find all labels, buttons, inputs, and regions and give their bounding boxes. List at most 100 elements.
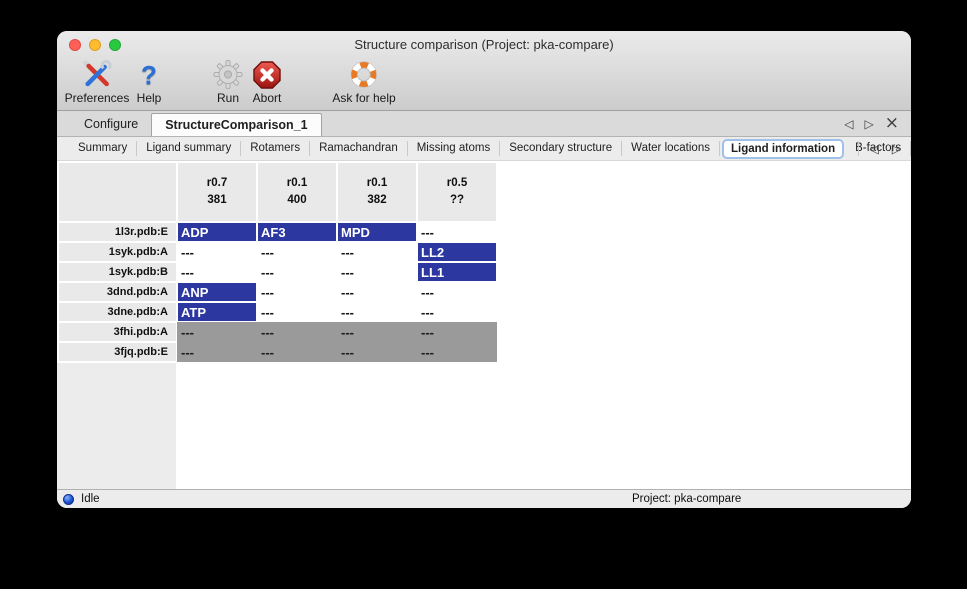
toolbar-label: Ask for help	[332, 91, 396, 105]
ligand-cell[interactable]: MPD	[338, 223, 416, 241]
row-header-1syk-pdb-a[interactable]: 1syk.pdb:A	[59, 243, 176, 261]
window-chrome: Structure comparison (Project: pka-compa…	[57, 31, 911, 111]
ligand-cell[interactable]: ---	[258, 263, 336, 281]
ligand-cell[interactable]: ATP	[178, 303, 256, 321]
gear-icon	[213, 59, 244, 90]
toolbar: Preferences? Help Run Abort Ask for help	[57, 58, 911, 110]
subtab-rotamers[interactable]: Rotamers	[241, 141, 311, 156]
ligand-cell[interactable]: LL2	[418, 243, 496, 261]
ligand-cell[interactable]: AF3	[258, 223, 336, 241]
title-bar[interactable]: Structure comparison (Project: pka-compa…	[57, 31, 911, 58]
traffic-lights	[69, 39, 121, 51]
subtab-secondary-structure[interactable]: Secondary structure	[500, 141, 623, 156]
toolbar-preferences-button[interactable]: Preferences	[64, 59, 130, 105]
lifebuoy-icon	[349, 59, 380, 90]
tab-nav: ◁ ▷ ×	[844, 111, 899, 136]
tab-prev-icon[interactable]: ◁	[844, 116, 854, 131]
ligand-cell[interactable]: ---	[338, 263, 416, 281]
subtab-b-factors[interactable]: B-factors	[846, 141, 911, 156]
ligand-cell[interactable]: ADP	[178, 223, 256, 241]
tab-next-icon[interactable]: ▷	[864, 116, 874, 131]
table-header-row: r0.7 381 r0.1 400 r0.1 382 r0.5??	[59, 163, 496, 221]
app-window: Structure comparison (Project: pka-compa…	[57, 31, 911, 508]
subtab-ligand-information[interactable]: Ligand information	[721, 138, 845, 159]
table-row: 1syk.pdb:A --- --- --- LL2	[59, 243, 496, 261]
status-indicator-icon	[63, 493, 74, 505]
ligand-cell[interactable]: ---	[177, 322, 257, 342]
ligand-cell[interactable]: ---	[177, 342, 257, 362]
table-row: 3dnd.pdb:A ANP --- --- ---	[59, 283, 496, 301]
table-row: 1l3r.pdb:E ADP AF3 MPD ---	[59, 223, 496, 241]
ligand-cell[interactable]: ---	[418, 283, 496, 301]
report-tab-nav: ◁ ▷	[857, 141, 901, 156]
document-tab-bar: Configure StructureComparison_1 ◁ ▷ ×	[57, 111, 911, 137]
report-tab-bar: Summary Ligand summary Rotamers Ramachandra…	[57, 137, 911, 161]
subtab-water-locations[interactable]: Water locations	[622, 141, 720, 156]
row-header-3dnd-pdb-a[interactable]: 3dnd.pdb:A	[59, 283, 176, 301]
status-bar: Idle Project: pka-compare	[57, 489, 911, 508]
subtab-ramachandran[interactable]: Ramachandran	[310, 141, 408, 156]
toolbar-label: Help	[136, 91, 162, 105]
ligand-cell[interactable]: ---	[338, 283, 416, 301]
tab-configure[interactable]: Configure	[84, 116, 139, 131]
toolbar-label: Abort	[252, 91, 282, 105]
toolbar-help-button[interactable]: ? Help	[136, 59, 162, 106]
status-text: Idle	[81, 493, 100, 505]
report-tabs: Summary Ligand summary Rotamers Ramachandra…	[69, 138, 911, 159]
row-header-1syk-pdb-b[interactable]: 1syk.pdb:B	[59, 263, 176, 281]
document-tabs: Configure StructureComparison_1	[71, 111, 322, 136]
ligand-cell[interactable]: ---	[257, 322, 337, 342]
table-corner-cell	[59, 163, 176, 221]
ligand-table: r0.7 381 r0.1 400 r0.1 382 r0.5?? 1l3r.pdb:E ADP…	[57, 161, 498, 363]
table-row: 3fjq.pdb:E --- --- --- ---	[59, 342, 497, 362]
column-header[interactable]: r0.7 381	[178, 163, 256, 221]
row-header-1l3r-pdb-e[interactable]: 1l3r.pdb:E	[59, 223, 176, 241]
zoom-window-button[interactable]	[109, 39, 121, 51]
ligand-cell[interactable]: ---	[258, 283, 336, 301]
subtab-summary[interactable]: Summary	[69, 141, 138, 156]
subtab-ligand-summary[interactable]: Ligand summary	[137, 141, 242, 156]
tools-icon	[81, 59, 112, 90]
table-row: 1syk.pdb:B --- --- --- LL1	[59, 263, 496, 281]
tab-close-icon[interactable]: ×	[884, 113, 899, 133]
subtab-missing-atoms[interactable]: Missing atoms	[408, 141, 501, 156]
column-header[interactable]: r0.1 400	[258, 163, 336, 221]
tab-structurecomparison-1[interactable]: StructureComparison_1	[151, 113, 322, 136]
row-header-3fhi-pdb-a[interactable]: 3fhi.pdb:A	[59, 323, 176, 341]
table-row: 3fhi.pdb:A --- --- --- ---	[59, 322, 497, 342]
toolbar-run-button[interactable]: Run	[213, 59, 244, 105]
ligand-cell[interactable]: ANP	[178, 283, 256, 301]
ligand-cell[interactable]: ---	[338, 303, 416, 321]
ligand-cell[interactable]: ---	[178, 263, 256, 281]
ligand-cell[interactable]: LL1	[418, 263, 496, 281]
toolbar-label: Preferences	[64, 91, 130, 105]
ligand-cell[interactable]: ---	[257, 342, 337, 362]
toolbar-ask-for-help-button[interactable]: Ask for help	[332, 59, 396, 105]
ligand-cell[interactable]: ---	[178, 243, 256, 261]
ligand-cell[interactable]: ---	[338, 243, 416, 261]
ligand-information-panel: r0.7 381 r0.1 400 r0.1 382 r0.5?? 1l3r.pdb:E ADP…	[57, 161, 911, 489]
table-row: 3dne.pdb:A ATP --- --- ---	[59, 303, 496, 321]
ligand-cell[interactable]: ---	[418, 303, 496, 321]
report-next-icon[interactable]: ▷	[891, 141, 901, 156]
ligand-cell[interactable]: ---	[337, 342, 417, 362]
close-window-button[interactable]	[69, 39, 81, 51]
toolbar-abort-button[interactable]: Abort	[252, 59, 282, 105]
ligand-cell[interactable]: ---	[337, 322, 417, 342]
column-header[interactable]: r0.1 382	[338, 163, 416, 221]
stop-icon	[252, 59, 282, 90]
report-prev-icon[interactable]: ◁	[869, 141, 879, 156]
minimize-window-button[interactable]	[89, 39, 101, 51]
toolbar-label: Run	[216, 91, 239, 105]
column-header[interactable]: r0.5??	[418, 163, 496, 221]
row-header-3dne-pdb-a[interactable]: 3dne.pdb:A	[59, 303, 176, 321]
ligand-cell[interactable]: ---	[258, 303, 336, 321]
ligand-cell[interactable]: ---	[417, 342, 497, 362]
question-mark-icon: ?	[141, 59, 157, 90]
ligand-cell[interactable]: ---	[417, 322, 497, 342]
ligand-cell[interactable]: ---	[258, 243, 336, 261]
ligand-cell[interactable]: ---	[418, 223, 496, 241]
project-name: Project: pka-compare	[632, 493, 742, 505]
window-title: Structure comparison (Project: pka-compa…	[354, 37, 614, 52]
row-header-3fjq-pdb-e[interactable]: 3fjq.pdb:E	[59, 343, 176, 361]
